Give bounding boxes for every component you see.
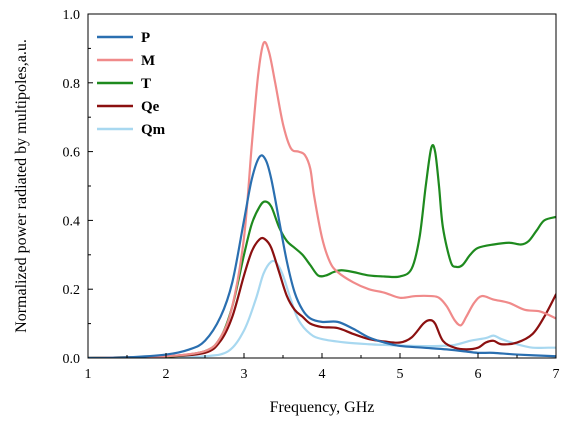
- y-tick-label: 0.4: [63, 214, 81, 229]
- y-tick-label: 0.2: [63, 283, 81, 298]
- legend-label-t: T: [141, 76, 151, 92]
- series-line-p: [88, 154, 556, 358]
- plot-frame: [87, 13, 557, 359]
- x-tick-label: 7: [553, 367, 560, 382]
- y-tick-label: 0.0: [63, 352, 81, 367]
- y-tick-label: 0.6: [63, 146, 81, 161]
- x-axis-title: Frequency, GHz: [270, 399, 375, 416]
- legend-label-m: M: [141, 53, 155, 69]
- y-axis-title: Normalized power radiated by multipoles,…: [13, 39, 30, 333]
- y-axis: 0.0 0.2 0.4 0.6 0.8 1.0: [63, 8, 93, 367]
- x-tick-label: 2: [163, 367, 170, 382]
- legend: PMT Qe Qm: [97, 30, 166, 138]
- x-tick-label: 3: [241, 367, 248, 382]
- x-tick-label: 6: [475, 367, 482, 382]
- y-tick-label: 0.8: [63, 77, 81, 92]
- series-line-m: [88, 40, 556, 358]
- series-line-qe: [88, 236, 556, 358]
- legend-label-qm: Qm: [141, 122, 166, 138]
- x-axis: 1 2 3 4 5 6 7: [85, 353, 560, 382]
- x-tick-label: 5: [397, 367, 404, 382]
- x-tick-label: 1: [85, 367, 92, 382]
- series-line-qm: [88, 259, 556, 358]
- plot-area: [88, 40, 556, 358]
- legend-label-qe: Qe: [141, 99, 160, 115]
- legend-label-p: P: [141, 30, 150, 46]
- series-line-t: [88, 143, 556, 358]
- x-tick-label: 4: [319, 367, 326, 382]
- y-tick-label: 1.0: [63, 8, 81, 23]
